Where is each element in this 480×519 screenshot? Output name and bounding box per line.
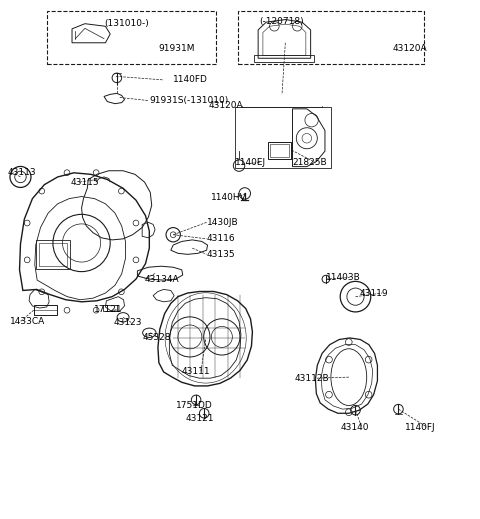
Bar [47, 11, 216, 64]
Bar [235, 107, 331, 168]
Text: 43119: 43119 [360, 289, 388, 297]
Text: (-120718): (-120718) [259, 17, 304, 25]
Text: 1140FJ: 1140FJ [405, 422, 435, 432]
Text: 43140: 43140 [340, 422, 369, 432]
Text: 1751DD: 1751DD [176, 401, 212, 409]
Bar [254, 54, 314, 62]
Text: 43111: 43111 [182, 367, 210, 376]
Text: 43115: 43115 [71, 177, 99, 187]
Text: 43112B: 43112B [295, 374, 329, 383]
Text: 17121: 17121 [95, 305, 123, 314]
Text: 21825B: 21825B [292, 158, 327, 167]
Text: 1140HV: 1140HV [211, 193, 247, 202]
Text: 11403B: 11403B [326, 273, 360, 282]
Text: 91931S(-131010): 91931S(-131010) [149, 96, 228, 105]
Text: 43113: 43113 [7, 168, 36, 177]
Text: 43116: 43116 [206, 235, 235, 243]
Text: 43134A: 43134A [144, 275, 179, 283]
Text: 1140EJ: 1140EJ [235, 158, 266, 167]
Text: 43123: 43123 [114, 318, 142, 327]
Text: (131010-): (131010-) [104, 19, 149, 28]
Bar [238, 11, 424, 64]
Bar [34, 305, 57, 315]
Text: 43120A: 43120A [208, 101, 243, 110]
Bar [103, 305, 117, 311]
Bar [268, 142, 290, 159]
Text: 43121: 43121 [185, 414, 214, 423]
Text: 1140FD: 1140FD [173, 75, 208, 85]
Bar [36, 240, 70, 269]
Text: 43120A: 43120A [393, 45, 427, 53]
Text: 43135: 43135 [206, 250, 235, 259]
Text: 1430JB: 1430JB [206, 218, 238, 227]
Bar [38, 243, 67, 266]
Text: 45328: 45328 [142, 333, 171, 343]
Bar [270, 144, 288, 157]
Text: 91931M: 91931M [159, 45, 195, 53]
Text: 1433CA: 1433CA [10, 317, 45, 326]
